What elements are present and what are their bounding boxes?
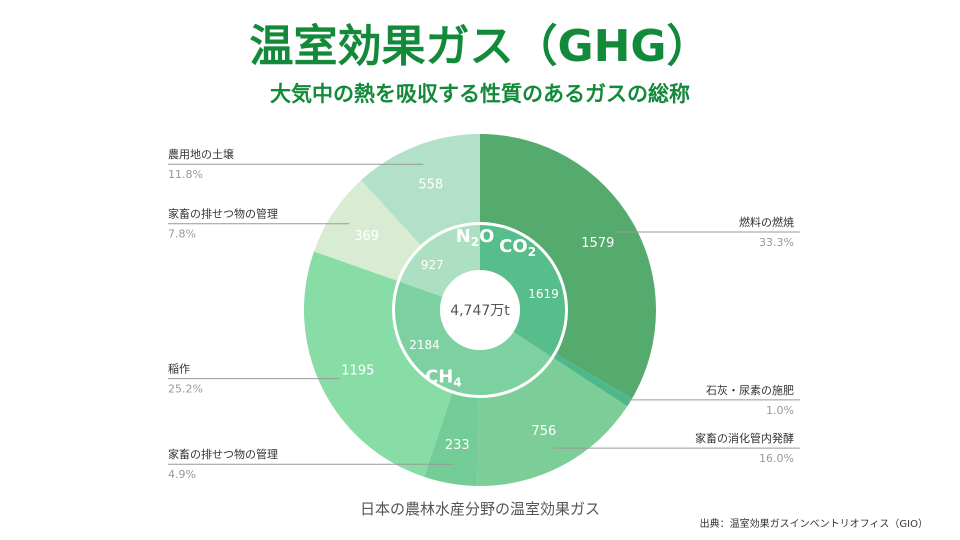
outer-value-label-0: 1579 (581, 236, 614, 251)
source-percent-5: 7.8% (168, 228, 196, 241)
inner-value-label-0: 1619 (528, 287, 559, 301)
source-label-6: 農用地の土壌 (168, 147, 234, 161)
outer-slice-0 (480, 134, 656, 399)
outer-slice-4 (303, 251, 453, 477)
page-title: 温室効果ガス（GHG） (249, 21, 711, 72)
source-percent-1: 1.0% (766, 404, 794, 417)
outer-value-label-4: 1195 (341, 364, 374, 379)
source-label-4: 稲作 (168, 363, 190, 376)
inner-value-label-2: 927 (421, 258, 444, 272)
outer-slice-6 (361, 134, 480, 246)
outer-value-label-5: 369 (354, 229, 379, 244)
source-percent-3: 4.9% (168, 468, 196, 481)
center-hole (440, 270, 520, 350)
inner-slice-1 (395, 281, 552, 395)
source-label-3: 家畜の排せつ物の管理 (168, 447, 278, 461)
inner-slice-2 (399, 225, 480, 297)
source-percent-2: 16.0% (759, 452, 794, 465)
outer-value-label-3: 233 (445, 438, 470, 453)
outer-slice-1 (552, 353, 633, 407)
outer-value-label-2: 756 (531, 424, 556, 439)
inner-slice-0 (480, 225, 566, 357)
source-label-0: 燃料の燃焼 (739, 215, 794, 229)
source-percent-0: 33.3% (759, 236, 794, 249)
ring-separator (392, 222, 568, 398)
outer-value-label-6: 558 (418, 177, 443, 192)
center-total-label: 4,747万t (450, 303, 510, 319)
inner-value-label-1: 2184 (409, 338, 440, 352)
source-credit: 出典：温室効果ガスインベントリオフィス（GIO） (699, 519, 928, 530)
outer-slice-3 (424, 392, 479, 486)
page-subtitle: 大気中の熱を吸収する性質のあるガスの総称 (270, 82, 690, 106)
gas-name-2: N2O (456, 226, 495, 249)
outer-slice-5 (314, 180, 422, 282)
gas-name-1: CH4 (425, 366, 462, 389)
chart-caption: 日本の農林水産分野の温室効果ガス (359, 500, 600, 518)
source-label-1: 石灰・尿素の施肥 (706, 383, 794, 397)
source-percent-6: 11.8% (168, 168, 203, 181)
source-percent-4: 25.2% (168, 383, 203, 396)
source-label-5: 家畜の排せつ物の管理 (168, 207, 278, 221)
source-label-2: 家畜の消化管内発酵 (695, 431, 794, 445)
gas-name-0: CO2 (499, 236, 536, 259)
